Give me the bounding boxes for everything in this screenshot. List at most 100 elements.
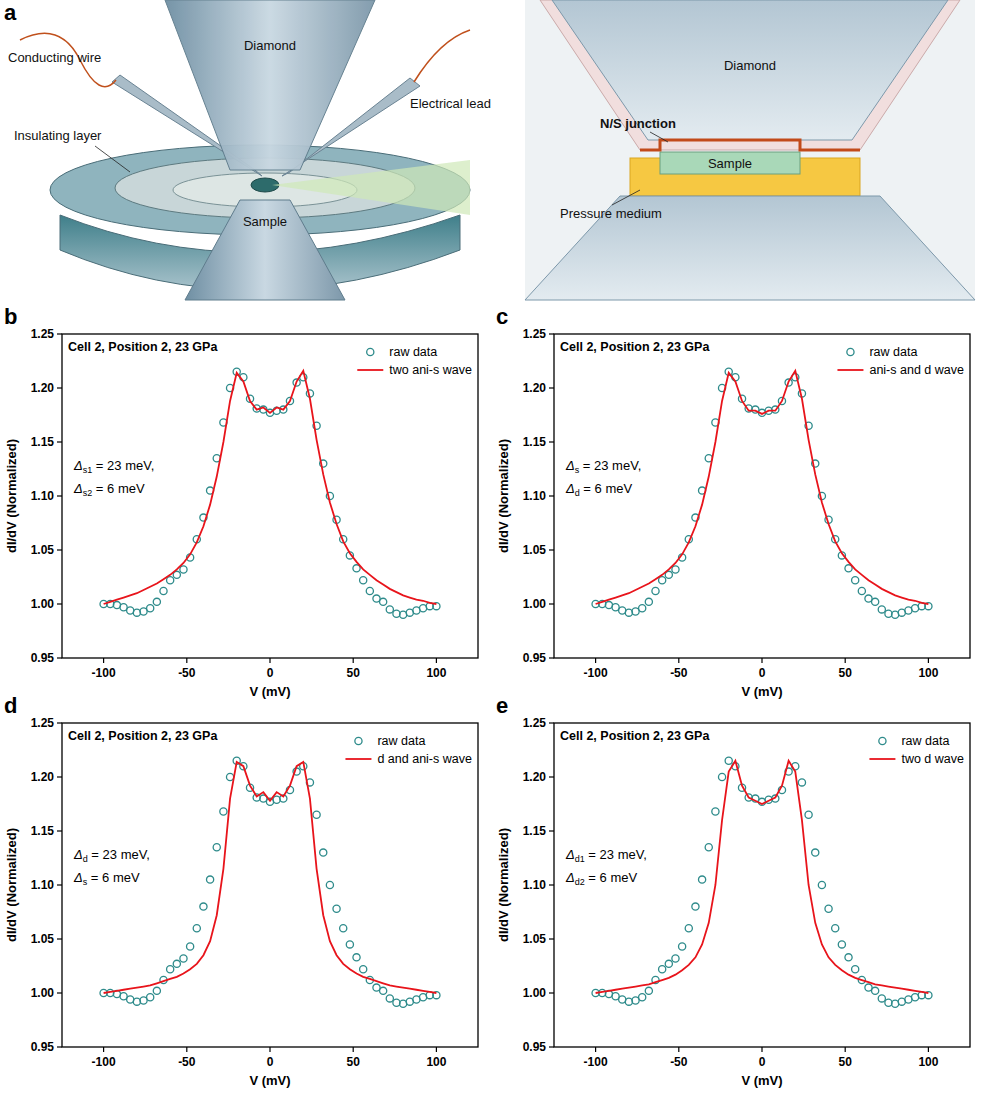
x-axis-title: V (mV) bbox=[249, 684, 290, 699]
panel-label: e bbox=[496, 693, 508, 718]
chart: e-100-500501000.951.001.051.101.151.201.… bbox=[496, 693, 970, 1088]
data-point bbox=[825, 905, 832, 912]
y-tick bbox=[57, 603, 62, 604]
y-tick-label: 1.25 bbox=[523, 716, 547, 730]
annotation-part: Δ bbox=[73, 870, 83, 885]
legend: raw data two ani-s wave bbox=[357, 345, 472, 377]
x-tick-label: 100 bbox=[426, 666, 446, 680]
annotation-part: = 23 meV, bbox=[88, 847, 150, 862]
x-tick-label: 100 bbox=[426, 1055, 446, 1069]
legend-marker bbox=[355, 737, 362, 744]
data-point bbox=[180, 566, 187, 573]
x-axis-title: V (mV) bbox=[741, 1073, 782, 1088]
x-tick bbox=[678, 658, 679, 663]
x-tick bbox=[186, 1047, 187, 1052]
data-point bbox=[193, 925, 200, 932]
data-point bbox=[173, 960, 180, 967]
data-point bbox=[692, 903, 699, 910]
x-tick-label: -50 bbox=[178, 1055, 196, 1069]
annotation-part: = 23 meV, bbox=[585, 847, 647, 862]
diagram: aConducting wireDiamondElectrical leadIn… bbox=[4, 0, 975, 300]
x-tick bbox=[678, 1047, 679, 1052]
x-tick-label: -50 bbox=[178, 666, 196, 680]
panel-label: b bbox=[4, 304, 17, 329]
x-tick bbox=[436, 1047, 437, 1052]
plot-data bbox=[100, 757, 440, 1007]
plot-data bbox=[592, 757, 932, 1007]
data-point bbox=[313, 811, 320, 818]
y-tick-label: 1.15 bbox=[31, 435, 55, 449]
leader-line bbox=[95, 146, 130, 172]
annotation-part: = 23 meV, bbox=[579, 458, 641, 473]
data-point bbox=[153, 987, 160, 994]
y-tick bbox=[57, 1046, 62, 1047]
y-axis-title: dI/dV (Normalized) bbox=[496, 828, 511, 942]
data-point bbox=[386, 606, 393, 613]
data-point bbox=[167, 966, 174, 973]
annotation-part: = 23 meV, bbox=[92, 458, 154, 473]
annotation-part: = 6 meV bbox=[87, 870, 140, 885]
data-point bbox=[812, 849, 819, 856]
data-point bbox=[639, 994, 646, 1001]
chart-title: Cell 2, Position 2, 23 GPa bbox=[560, 729, 710, 743]
data-point bbox=[672, 955, 679, 962]
data-point bbox=[226, 773, 233, 780]
panel-label: c bbox=[496, 304, 508, 329]
y-tick-label: 1.20 bbox=[523, 770, 547, 784]
data-point bbox=[798, 779, 805, 786]
x-tick-label: -50 bbox=[670, 666, 688, 680]
x-tick bbox=[436, 658, 437, 663]
y-tick bbox=[549, 938, 554, 939]
data-point bbox=[725, 757, 732, 764]
x-tick-label: 0 bbox=[267, 666, 274, 680]
data-point bbox=[320, 849, 327, 856]
data-point bbox=[885, 999, 892, 1006]
annotation-part: Δ bbox=[565, 458, 575, 473]
diagram-label: Conducting wire bbox=[8, 50, 101, 65]
data-point bbox=[645, 987, 652, 994]
x-axis-title: V (mV) bbox=[249, 1073, 290, 1088]
x-tick bbox=[595, 658, 596, 663]
x-tick-label: -100 bbox=[92, 1055, 116, 1069]
data-point bbox=[818, 881, 825, 888]
annotation: Δd2 = 6 meV bbox=[565, 870, 637, 887]
data-point bbox=[872, 598, 879, 605]
plot-frame bbox=[554, 334, 970, 658]
insulating-layer bbox=[540, 0, 960, 150]
data-point bbox=[858, 587, 865, 594]
y-tick bbox=[57, 441, 62, 442]
y-tick-label: 1.05 bbox=[523, 932, 547, 946]
diagram-label: Sample bbox=[708, 156, 752, 171]
data-point bbox=[200, 903, 207, 910]
x-tick bbox=[103, 1047, 104, 1052]
y-tick bbox=[549, 603, 554, 604]
diagram-label: Pressure medium bbox=[560, 206, 662, 221]
legend-label: raw data bbox=[389, 345, 437, 359]
legend-label: two ani-s wave bbox=[389, 363, 472, 377]
data-point bbox=[366, 587, 373, 594]
data-point bbox=[705, 844, 712, 851]
data-point bbox=[353, 954, 360, 961]
plot-frame bbox=[554, 723, 970, 1047]
y-tick bbox=[57, 549, 62, 550]
y-tick-label: 1.10 bbox=[523, 489, 547, 503]
legend-label: raw data bbox=[377, 734, 425, 748]
diagram-label: Electrical lead bbox=[410, 96, 491, 111]
lower-diamond bbox=[185, 200, 345, 300]
chart-title: Cell 2, Position 2, 23 GPa bbox=[68, 340, 218, 354]
y-tick bbox=[549, 495, 554, 496]
y-tick bbox=[57, 776, 62, 777]
data-point bbox=[206, 876, 213, 883]
data-point bbox=[187, 943, 194, 950]
y-tick bbox=[549, 992, 554, 993]
data-point bbox=[878, 995, 885, 1002]
leader-line bbox=[612, 190, 640, 205]
legend-marker bbox=[345, 758, 371, 760]
annotation-part: d1 bbox=[575, 854, 585, 864]
legend-marker bbox=[847, 348, 854, 355]
annotation-part: Δ bbox=[73, 847, 83, 862]
data-point bbox=[340, 925, 347, 932]
light-beam bbox=[272, 160, 470, 215]
data-point bbox=[872, 987, 879, 994]
data-point bbox=[380, 598, 387, 605]
